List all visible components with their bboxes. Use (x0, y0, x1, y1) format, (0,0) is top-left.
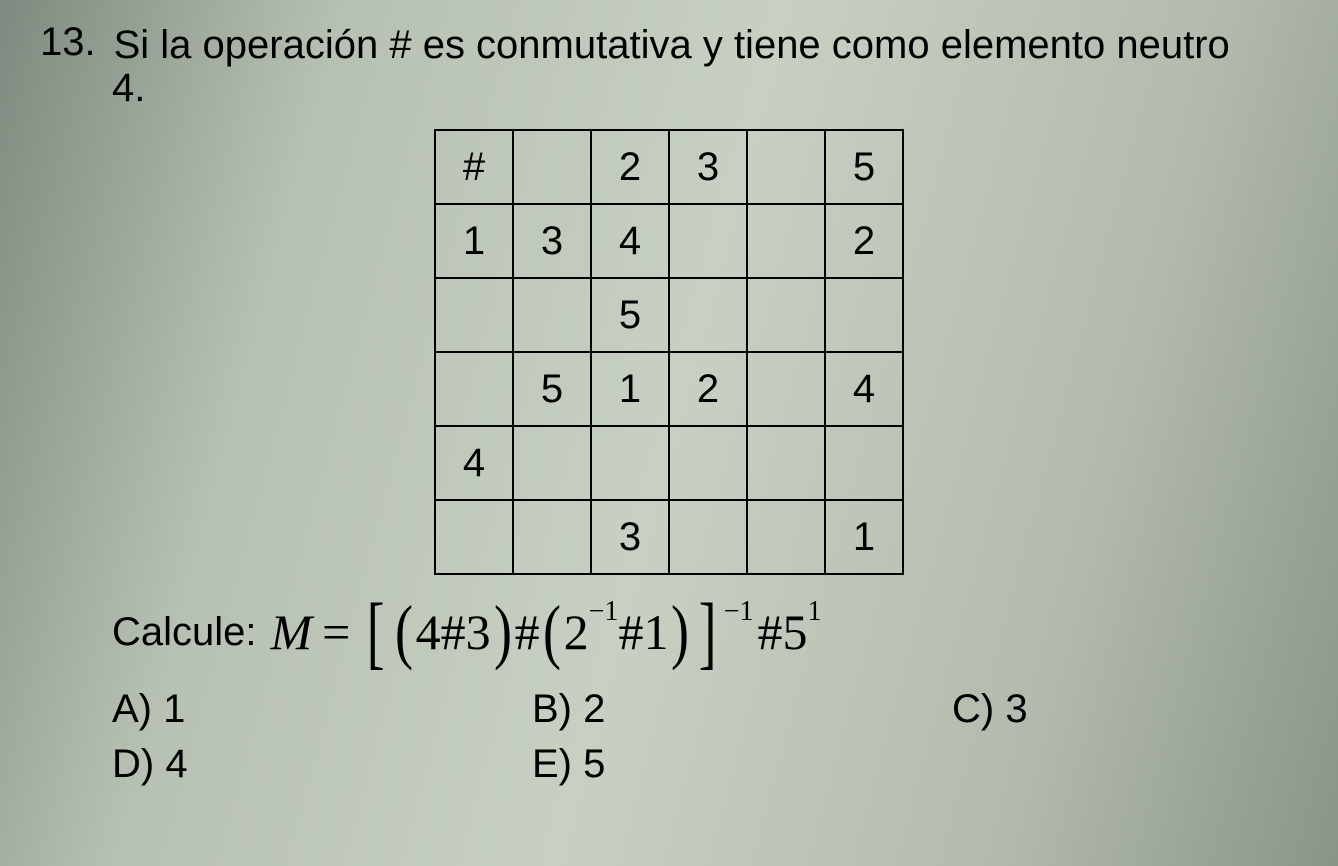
option-letter: C) (952, 687, 994, 731)
table-col-header: 3 (669, 130, 747, 204)
exponent: −1 (724, 596, 754, 628)
table-cell: 5 (591, 278, 669, 352)
option-letter: A) (112, 687, 152, 731)
table-cell (513, 426, 591, 500)
question-text-line2: 4. (112, 66, 1298, 111)
table-col-header: 5 (825, 130, 903, 204)
table-cell: 1 (825, 500, 903, 574)
table-cell (669, 426, 747, 500)
table-row: 4 (435, 426, 903, 500)
table-corner: # (435, 130, 513, 204)
option-letter: B) (532, 687, 572, 731)
right-bracket: ] (699, 607, 717, 656)
option-a: A) 1 (112, 687, 532, 732)
exponent: 1 (808, 596, 822, 628)
table-cell (747, 426, 825, 500)
option-value: 4 (165, 742, 187, 786)
table-col-header (513, 130, 591, 204)
right-paren: ) (494, 610, 512, 653)
option-value: 2 (583, 687, 605, 731)
num: 3 (466, 603, 491, 661)
option-value: 5 (583, 742, 605, 786)
paren-group-1: ( 4 # 3 ) (392, 603, 515, 661)
option-value: 1 (163, 687, 185, 731)
left-paren: ( (395, 610, 413, 653)
num: 1 (643, 603, 668, 661)
option-c: C) 3 (952, 687, 1252, 732)
answer-options: A) 1 B) 2 C) 3 D) 4 E) 5 (112, 687, 1298, 787)
table-cell: 5 (513, 352, 591, 426)
table-cell (747, 204, 825, 278)
table-cell (825, 278, 903, 352)
table-row: 1 3 4 2 (435, 204, 903, 278)
bracket-group: [ ( 4 # 3 ) # ( 2 −1 # 1 ) ] (360, 603, 723, 661)
table-cell (747, 278, 825, 352)
question-number: 13. (40, 20, 96, 65)
table-row-header: 1 (435, 204, 513, 278)
option-letter: D) (112, 742, 154, 786)
formula-var: M (271, 603, 313, 661)
table-cell (747, 352, 825, 426)
equals-sign: = (322, 603, 350, 661)
table-cell (669, 278, 747, 352)
question-text-line1: Si la operación # es conmutativa y tiene… (114, 20, 1298, 70)
table-col-header (747, 130, 825, 204)
right-paren: ) (671, 610, 689, 653)
option-d: D) 4 (112, 742, 532, 787)
table-cell: 2 (825, 204, 903, 278)
num: 4 (416, 603, 441, 661)
num: 2 (564, 603, 589, 661)
table-cell: 3 (591, 500, 669, 574)
exponent: −1 (589, 596, 619, 628)
operator-hash: # (441, 603, 466, 661)
table-row: 5 (435, 278, 903, 352)
operator-hash: # (758, 603, 783, 661)
table-cell: 2 (669, 352, 747, 426)
question-line: 13. Si la operación # es conmutativa y t… (40, 20, 1298, 70)
table-row-header: 4 (435, 426, 513, 500)
table-cell (513, 278, 591, 352)
left-paren: ( (543, 610, 561, 653)
option-letter: E) (532, 742, 572, 786)
table-cell: 3 (513, 204, 591, 278)
formula: M = [ ( 4 # 3 ) # ( 2 −1 # 1 ) (271, 603, 822, 661)
table-row: 3 1 (435, 500, 903, 574)
table-header-row: # 2 3 5 (435, 130, 903, 204)
table-cell (591, 426, 669, 500)
calculate-line: Calcule: M = [ ( 4 # 3 ) # ( 2 −1 # (112, 603, 1298, 661)
calculate-label: Calcule: (112, 610, 257, 655)
table-cell (825, 426, 903, 500)
operator-hash: # (618, 603, 643, 661)
table-cell (513, 500, 591, 574)
operation-table: # 2 3 5 1 3 4 2 5 (434, 129, 904, 575)
table-cell (669, 500, 747, 574)
option-e: E) 5 (532, 742, 952, 787)
page: 13. Si la operación # es conmutativa y t… (0, 0, 1338, 866)
table-cell: 1 (591, 352, 669, 426)
operator-hash: # (515, 603, 540, 661)
table-col-header: 2 (591, 130, 669, 204)
option-value: 3 (1005, 687, 1027, 731)
left-bracket: [ (367, 607, 385, 656)
table-cell: 4 (591, 204, 669, 278)
table-row: 5 1 2 4 (435, 352, 903, 426)
table-row-header (435, 352, 513, 426)
table-row-header (435, 278, 513, 352)
operation-table-wrap: # 2 3 5 1 3 4 2 5 (40, 129, 1298, 575)
table-cell (747, 500, 825, 574)
table-cell (669, 204, 747, 278)
num: 5 (783, 603, 808, 661)
table-row-header (435, 500, 513, 574)
paren-group-2: ( 2 −1 # 1 ) (540, 603, 693, 661)
option-b: B) 2 (532, 687, 952, 732)
table-cell: 4 (825, 352, 903, 426)
